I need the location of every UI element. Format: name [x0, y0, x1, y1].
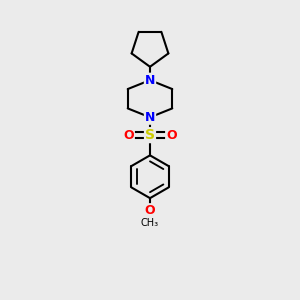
Text: O: O [145, 204, 155, 217]
Text: O: O [123, 129, 134, 142]
Text: CH₃: CH₃ [141, 218, 159, 228]
Text: O: O [166, 129, 177, 142]
Text: N: N [145, 74, 155, 87]
Text: N: N [145, 111, 155, 124]
Text: S: S [145, 128, 155, 142]
